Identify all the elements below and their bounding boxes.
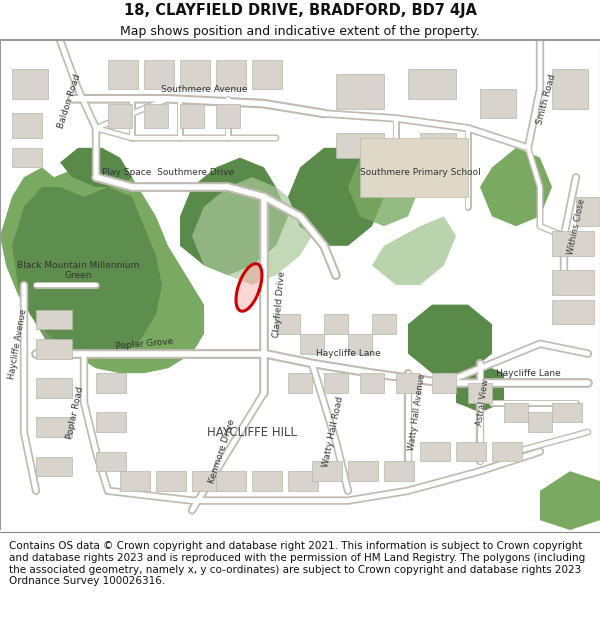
Polygon shape <box>348 334 372 354</box>
Polygon shape <box>144 59 174 89</box>
Polygon shape <box>336 74 384 109</box>
Text: Haycliffe Lane: Haycliffe Lane <box>316 349 380 358</box>
Polygon shape <box>420 133 456 158</box>
Text: Contains OS data © Crown copyright and database right 2021. This information is : Contains OS data © Crown copyright and d… <box>9 541 585 586</box>
Polygon shape <box>552 69 588 109</box>
Polygon shape <box>156 471 186 491</box>
Text: Southmere Avenue: Southmere Avenue <box>161 84 247 94</box>
Polygon shape <box>288 148 384 246</box>
Polygon shape <box>324 314 348 334</box>
Polygon shape <box>96 412 126 432</box>
Polygon shape <box>12 114 42 138</box>
Polygon shape <box>252 59 282 89</box>
Text: Withins Close: Withins Close <box>566 198 586 255</box>
Polygon shape <box>312 461 342 481</box>
Polygon shape <box>180 104 204 128</box>
Polygon shape <box>0 168 204 373</box>
Text: Map shows position and indicative extent of the property.: Map shows position and indicative extent… <box>120 25 480 38</box>
Polygon shape <box>180 59 210 89</box>
Text: Watty Hall Road: Watty Hall Road <box>321 396 345 468</box>
Polygon shape <box>108 104 132 128</box>
Polygon shape <box>480 148 552 226</box>
Polygon shape <box>576 197 600 226</box>
Polygon shape <box>480 89 516 118</box>
Text: Smith Road: Smith Road <box>535 72 557 125</box>
Polygon shape <box>180 158 288 275</box>
Text: Watty Hall Avenue: Watty Hall Avenue <box>407 374 427 451</box>
Polygon shape <box>456 363 504 413</box>
Polygon shape <box>96 373 126 392</box>
Polygon shape <box>236 264 262 311</box>
Polygon shape <box>60 148 132 187</box>
Text: Poplar Grove: Poplar Grove <box>115 337 173 351</box>
Text: Play Space  Southmere Drive: Play Space Southmere Drive <box>102 168 234 177</box>
Polygon shape <box>216 104 240 128</box>
Polygon shape <box>432 373 456 392</box>
Polygon shape <box>12 187 162 359</box>
Polygon shape <box>192 177 312 285</box>
Text: Kenmore Drive: Kenmore Drive <box>208 418 236 485</box>
Polygon shape <box>360 138 468 197</box>
Polygon shape <box>492 442 522 461</box>
Text: Poplar Road: Poplar Road <box>65 385 85 439</box>
Text: Haycliffe Avenue: Haycliffe Avenue <box>7 308 29 379</box>
Polygon shape <box>336 133 384 158</box>
Text: Black Mountain Millennium
Green: Black Mountain Millennium Green <box>17 261 139 280</box>
Polygon shape <box>288 471 318 491</box>
Polygon shape <box>300 334 324 354</box>
Polygon shape <box>384 461 414 481</box>
Polygon shape <box>12 148 42 168</box>
Polygon shape <box>552 300 594 324</box>
Polygon shape <box>396 373 420 392</box>
Polygon shape <box>348 148 420 226</box>
Text: Southmere Primary School: Southmere Primary School <box>359 168 481 177</box>
Text: Clayfield Drive: Clayfield Drive <box>272 271 286 338</box>
Text: 18, CLAYFIELD DRIVE, BRADFORD, BD7 4JA: 18, CLAYFIELD DRIVE, BRADFORD, BD7 4JA <box>124 2 476 18</box>
Polygon shape <box>408 69 456 99</box>
Polygon shape <box>36 378 72 398</box>
Polygon shape <box>408 304 492 373</box>
Polygon shape <box>420 442 450 461</box>
Text: Haycliffe Lane: Haycliffe Lane <box>496 369 560 378</box>
Polygon shape <box>12 69 48 99</box>
Polygon shape <box>372 216 456 285</box>
Polygon shape <box>96 452 126 471</box>
Polygon shape <box>216 471 246 491</box>
Text: Astral View: Astral View <box>475 379 491 426</box>
Polygon shape <box>528 412 552 432</box>
Polygon shape <box>540 471 600 530</box>
Polygon shape <box>36 339 72 359</box>
Polygon shape <box>216 59 246 89</box>
Polygon shape <box>552 231 594 256</box>
Polygon shape <box>192 471 222 491</box>
Polygon shape <box>252 471 282 491</box>
Polygon shape <box>552 270 594 295</box>
Polygon shape <box>276 314 300 334</box>
Polygon shape <box>120 471 150 491</box>
Polygon shape <box>456 442 486 461</box>
Polygon shape <box>348 461 378 481</box>
Polygon shape <box>36 418 72 437</box>
Text: HAYCLIFFE HILL: HAYCLIFFE HILL <box>207 426 297 439</box>
Polygon shape <box>468 383 492 402</box>
Polygon shape <box>288 373 312 392</box>
Polygon shape <box>36 309 72 329</box>
Polygon shape <box>144 104 168 128</box>
Text: Baldon Road: Baldon Road <box>56 73 82 129</box>
Polygon shape <box>36 456 72 476</box>
Polygon shape <box>372 314 396 334</box>
Polygon shape <box>360 373 384 392</box>
Polygon shape <box>552 402 582 422</box>
Polygon shape <box>108 59 138 89</box>
Polygon shape <box>324 373 348 392</box>
Polygon shape <box>504 402 528 422</box>
